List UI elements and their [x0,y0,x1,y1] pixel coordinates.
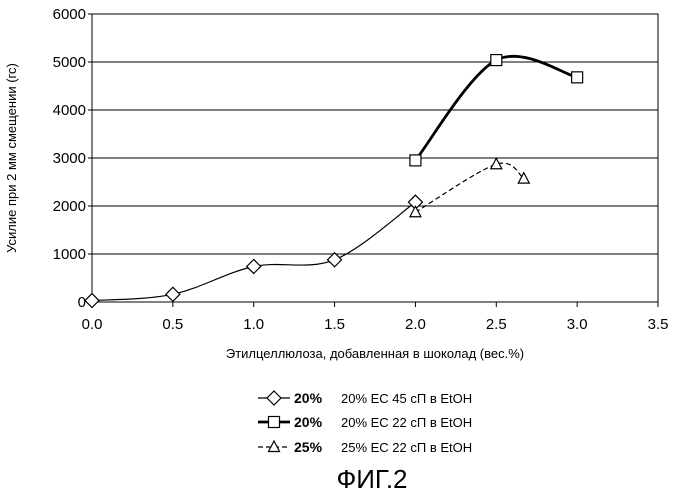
legend-label-1: 20% EC 45 сП в EtOH [341,391,472,406]
legend: 20% 20% EC 45 сП в EtOH 20% 20% EC 22 сП в … [258,390,472,455]
legend-marker-3 [269,441,280,452]
y-axis: 0 1000 2000 3000 4000 5000 6000 [53,6,92,311]
x-tick-label: 2.0 [405,316,426,333]
x-axis-title: Этилцеллюлоза, добавленная в шоколад (ве… [226,346,524,361]
x-tick-label: 2.5 [486,316,507,333]
x-tick-label: 1.0 [243,316,264,333]
y-tick-label: 4000 [53,102,86,119]
data-point-s2-1 [410,155,421,166]
data-point-s2-2 [491,55,502,66]
x-tick-label: 1.5 [324,316,345,333]
y-tick-label: 6000 [53,6,86,23]
legend-tag-1: 20% [294,390,323,406]
x-tick-label: 3.0 [567,316,588,333]
legend-tag-2: 20% [294,414,323,430]
x-axis: 0.0 0.5 1.0 1.5 2.0 2.5 3.0 3.5 [82,302,669,333]
y-axis-title: Усилие при 2 мм смещении (гс) [4,63,19,253]
legend-tag-3: 25% [294,439,323,455]
y-tick-label: 5000 [53,54,86,71]
legend-marker-2 [269,417,280,428]
y-tick-label: 1000 [53,246,86,263]
data-point-s2-3 [572,72,583,83]
figure-caption: ФИГ.2 [336,464,407,494]
x-tick-label: 3.5 [648,316,669,333]
y-tick-label: 2000 [53,198,86,215]
legend-label-3: 25% EC 22 сП в EtOH [341,440,472,455]
x-tick-label: 0.0 [82,316,103,333]
y-tick-label: 0 [78,294,86,311]
legend-marker-1 [267,391,281,405]
legend-label-2: 20% EC 22 сП в EtOH [341,415,472,430]
y-tick-label: 3000 [53,150,86,167]
x-tick-label: 0.5 [162,316,183,333]
